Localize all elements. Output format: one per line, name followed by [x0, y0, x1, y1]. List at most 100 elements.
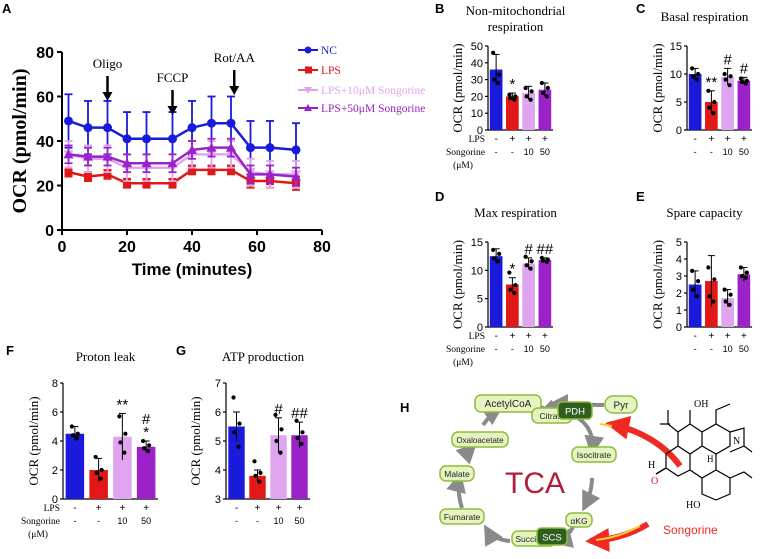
panel-f-ytick-label: 4	[52, 436, 58, 448]
panel-b-data-point	[540, 90, 545, 96]
panel-a-point-nc	[64, 116, 73, 126]
panel-e-title: Spare capacity	[666, 205, 743, 220]
panel-g-data-point	[232, 430, 237, 435]
songorine-o-label: O	[651, 476, 658, 487]
panel-b-lps-row-label: LPS	[469, 135, 485, 145]
panel-g-ytick-label: 7	[215, 378, 221, 390]
panel-f-significance: **	[117, 396, 129, 413]
panel-e-bar	[737, 274, 751, 327]
panel-g-bar	[228, 426, 245, 499]
panel-b-lps-sign: -	[494, 134, 497, 145]
panel-f-lps-sign: -	[73, 503, 76, 514]
panel-a-xtick-label: 40	[183, 239, 201, 256]
panel-f-data-point	[94, 470, 99, 475]
panel-a-point-s50	[187, 144, 197, 154]
panel-letter-c: C	[636, 1, 646, 16]
panel-c-bar	[688, 74, 702, 130]
panel-b-data-point	[523, 85, 528, 91]
panel-c-data-point	[712, 99, 717, 105]
panel-b-data-point	[529, 89, 534, 94]
panel-a-point-nc	[122, 134, 132, 144]
panel-b-ytick-label: 40	[471, 58, 483, 70]
scs-enzyme-box	[536, 527, 568, 546]
panel-a-annotation: Oligo	[93, 56, 123, 71]
panel-d-significance: ##	[537, 241, 554, 258]
panel-c-data-point	[690, 66, 695, 71]
panel-e-data-point	[744, 270, 749, 275]
panel-c-data-point	[696, 71, 701, 77]
songorine-oh-label: OH	[694, 399, 708, 410]
panel-f-unit-row-label: (μM)	[28, 529, 48, 540]
panel-f-data-point	[69, 424, 74, 429]
panel-a-point-nc	[103, 123, 112, 133]
tca-metabolite-label: Fumarate	[444, 512, 481, 522]
panel-e-ytick-label: 0	[676, 322, 682, 334]
panel-c-bar-chart: Basal respiration 0 5 10 15 OCR (pmol/min) - - *…	[650, 9, 752, 157]
tca-metabolite-box	[439, 508, 485, 525]
panel-letter-b: B	[435, 1, 444, 16]
panel-b-lps-sign: +	[509, 134, 515, 145]
panel-d-bar	[506, 284, 519, 327]
panel-b-bar	[522, 93, 535, 130]
panel-b-data-point	[491, 50, 496, 55]
panel-a-legend-marker	[304, 87, 312, 94]
panel-c-songorine-dose: -	[694, 147, 697, 157]
panel-d-data-point	[492, 256, 497, 261]
panel-d-bar	[522, 263, 535, 327]
panel-c-data-point	[743, 81, 748, 86]
panel-g-data-point	[274, 438, 279, 444]
panel-b-data-point	[544, 94, 549, 99]
panel-g-data-point	[252, 459, 257, 464]
panel-b-data-point	[513, 94, 518, 99]
panel-d-songorine-dose: -	[495, 344, 498, 354]
panel-a-point-lps	[84, 172, 92, 181]
panel-e-data-point	[711, 299, 716, 304]
panel-g-data-point	[231, 395, 236, 400]
panel-c-significance: #	[740, 60, 749, 77]
panel-a-point-s50	[122, 158, 132, 168]
panel-f-data-point	[122, 450, 127, 455]
panel-d-unit-row-label: (μM)	[453, 357, 473, 368]
panel-e-data-point	[690, 268, 695, 273]
panel-c-lps-sign: +	[708, 134, 714, 145]
panel-a-point-lps	[207, 165, 216, 174]
panel-e-bar-chart: Spare capacity 0 1 2 3 4 5 OCR (pmol/min) - - + - +1…	[650, 205, 752, 354]
tca-metabolite-label: Oxaloacetate	[456, 436, 504, 445]
panel-b-title: respiration	[488, 19, 544, 34]
panel-a-legend-marker	[305, 66, 312, 74]
panel-a-point-nc	[291, 145, 301, 155]
panel-g-data-point	[278, 450, 283, 455]
panel-letter-g: G	[176, 343, 186, 358]
panel-f-data-point	[98, 476, 103, 481]
panel-b-lps-sign: +	[542, 134, 548, 145]
panel-d-lps-row-label: LPS	[469, 332, 485, 342]
panel-d-songorine-dose: 10	[524, 344, 534, 354]
panel-f-songorine-dose: -	[97, 516, 100, 526]
panel-b-data-point	[539, 80, 544, 86]
panel-f-ytick-label: 8	[52, 378, 58, 390]
panel-d-songorine-dose: -	[511, 344, 514, 354]
panel-a-point-lps	[64, 168, 73, 177]
panel-g-data-point	[258, 470, 263, 475]
panel-f-songorine-dose: -	[73, 516, 76, 526]
panel-e-ylabel: OCR (pmol/min)	[650, 240, 665, 329]
panel-f-ytick-label: 6	[52, 407, 58, 419]
panel-letter-e: E	[636, 189, 645, 204]
panel-g-bar-chart: ATP production 3 4 5 6 7 OCR (pmol/min) - - + - # +1…	[188, 349, 310, 526]
panel-f-lps-sign: +	[96, 503, 102, 514]
panel-f-songorine-dose: 10	[117, 516, 127, 526]
panel-a-point-s50	[63, 149, 74, 159]
panel-c-data-point	[695, 77, 700, 82]
panel-d-title: Max respiration	[474, 205, 557, 220]
panel-e-songorine-dose: -	[710, 344, 713, 354]
panel-d-lps-sign: +	[526, 331, 532, 342]
panel-d-ytick-label: 5	[477, 294, 483, 306]
panel-d-bar-chart: Max respiration 0 5 10 15 OCR (pmol/min) - - * + -…	[446, 205, 557, 368]
panel-d-significance: *	[509, 261, 515, 278]
panel-b-title: Non-mitochondrial	[466, 3, 566, 18]
panel-c-songorine-dose: 10	[723, 147, 733, 157]
panel-e-data-point	[723, 299, 728, 304]
tca-metabolite-box	[565, 512, 593, 528]
panel-a-legend-label-s50: LPS+50μM Songorine	[321, 103, 425, 115]
panel-c-significance: **	[706, 74, 718, 91]
